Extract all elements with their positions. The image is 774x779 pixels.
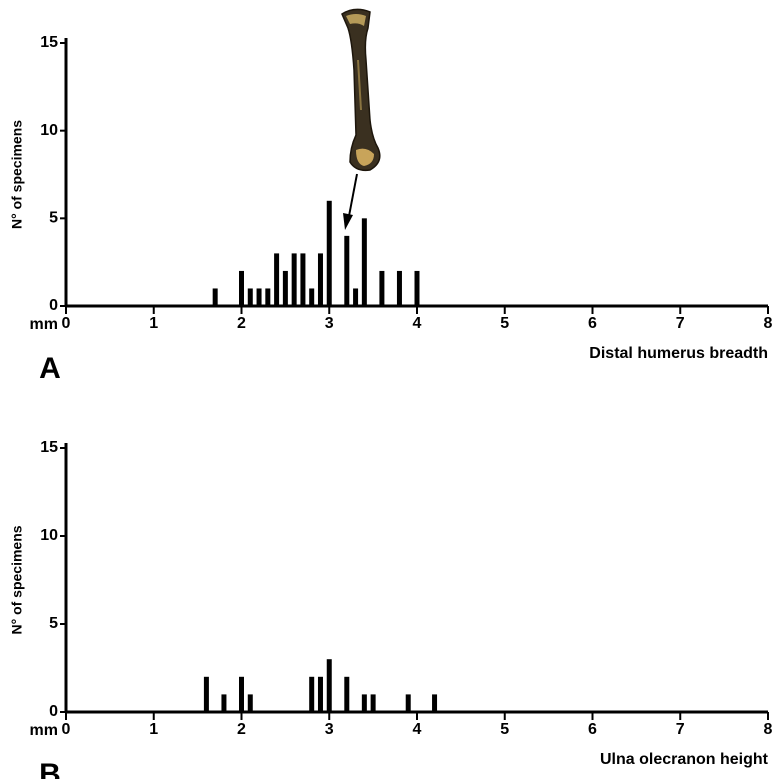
bar xyxy=(344,235,350,306)
bar xyxy=(265,288,271,306)
arrow xyxy=(343,173,358,230)
y-axis-label: N° of specimens xyxy=(9,120,25,229)
x-tick-label: 6 xyxy=(588,315,597,332)
x-unit: mm xyxy=(30,722,58,739)
bar xyxy=(247,288,253,306)
bar xyxy=(326,659,332,712)
bar xyxy=(317,676,323,712)
bone xyxy=(341,8,381,172)
x-tick-label: 7 xyxy=(676,315,685,332)
bar xyxy=(309,676,315,712)
x-tick-label: 4 xyxy=(413,721,422,738)
y-tick-label: 5 xyxy=(49,615,58,632)
x-axis-label: Distal humerus breadth xyxy=(589,345,768,362)
bar xyxy=(221,694,227,712)
y-tick-label: 10 xyxy=(40,122,58,139)
x-tick-label: 8 xyxy=(764,315,773,332)
bar xyxy=(282,270,288,306)
y-tick-label: 5 xyxy=(49,210,58,227)
bar xyxy=(291,253,297,306)
arrow-head xyxy=(343,213,353,230)
bar xyxy=(361,694,367,712)
bar xyxy=(239,270,244,306)
x-tick-label: 1 xyxy=(149,721,158,738)
bar xyxy=(274,253,280,306)
bar xyxy=(309,288,315,306)
bone-image xyxy=(341,8,381,172)
bone-highlight xyxy=(357,59,362,111)
bar xyxy=(414,270,420,306)
y-tick-label: 0 xyxy=(49,703,58,720)
x-tick-label: 3 xyxy=(325,315,334,332)
x-tick-label: 2 xyxy=(237,721,246,738)
bar xyxy=(344,676,350,712)
x-tick-label: 5 xyxy=(500,315,509,332)
x-tick-label: 5 xyxy=(500,721,509,738)
panel-label: B xyxy=(39,758,61,779)
y-tick-label: 0 xyxy=(49,297,58,314)
bar xyxy=(396,270,402,306)
x-tick-label: 1 xyxy=(149,315,158,332)
bar xyxy=(239,676,244,712)
x-tick-label: 4 xyxy=(413,315,422,332)
bar xyxy=(361,218,367,306)
x-unit: mm xyxy=(30,316,58,333)
panel-label: A xyxy=(39,352,61,385)
bar xyxy=(326,200,332,306)
x-tick-label: 2 xyxy=(237,315,246,332)
x-tick-label: 8 xyxy=(764,721,773,738)
y-axis-label: N° of specimens xyxy=(9,525,25,634)
bar xyxy=(203,676,209,712)
x-tick-label: 0 xyxy=(62,315,71,332)
bar xyxy=(317,253,323,306)
x-tick-label: 3 xyxy=(325,721,334,738)
bone-highlight xyxy=(346,14,366,26)
x-tick-label: 0 xyxy=(62,721,71,738)
y-tick-label: 15 xyxy=(40,439,58,456)
bar xyxy=(212,288,218,306)
bar xyxy=(405,694,411,712)
y-tick-label: 10 xyxy=(40,527,58,544)
bar xyxy=(247,694,253,712)
bar xyxy=(353,288,359,306)
bar xyxy=(379,270,385,306)
y-tick-label: 15 xyxy=(40,34,58,51)
bar xyxy=(432,694,438,712)
bar xyxy=(370,694,376,712)
x-tick-label: 6 xyxy=(588,721,597,738)
bar xyxy=(300,253,306,306)
x-axis-label: Ulna olecranon height xyxy=(600,751,769,768)
x-tick-label: 7 xyxy=(676,721,685,738)
arrow-shaft xyxy=(348,173,358,217)
bar xyxy=(256,288,262,306)
bone-highlight xyxy=(356,148,374,166)
